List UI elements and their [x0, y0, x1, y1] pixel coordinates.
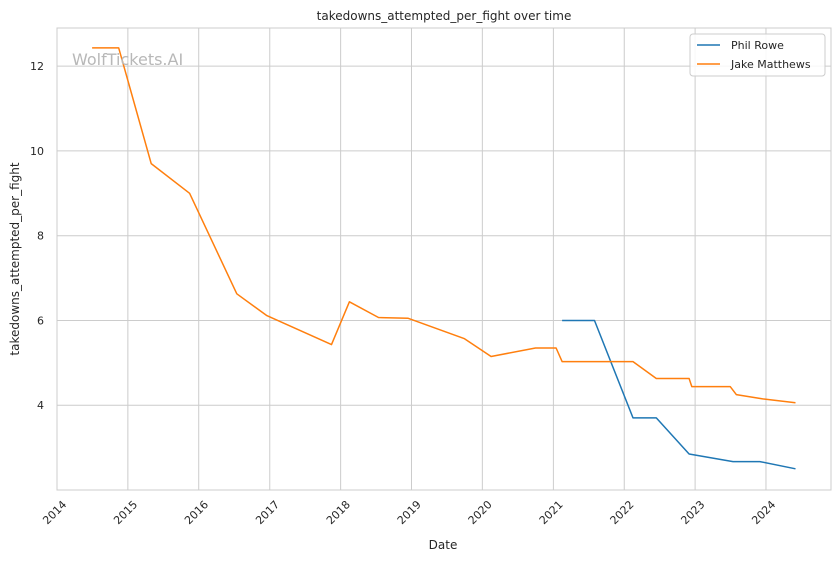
x-tick-label: 2020	[466, 498, 495, 527]
x-tick-label: 2016	[182, 498, 211, 527]
x-tick-label: 2021	[537, 498, 566, 527]
x-tick-label: 2023	[678, 498, 707, 527]
x-tick-label: 2018	[324, 498, 353, 527]
x-tick-label: 2015	[111, 498, 140, 527]
series-line-jake-matthews	[92, 47, 796, 404]
plot-background	[56, 27, 832, 491]
y-tick-label: 8	[37, 230, 44, 243]
y-axis-ticks: 4 6 8 10 12	[30, 60, 44, 412]
x-tick-label: 2022	[608, 498, 637, 527]
grid-lines	[56, 28, 831, 490]
x-tick-label: 2019	[395, 498, 424, 527]
x-tick-label: 2017	[253, 498, 282, 527]
x-tick-label: 2024	[749, 498, 778, 527]
y-tick-label: 4	[37, 399, 44, 412]
legend-label: Jake Matthews	[730, 58, 811, 71]
chart-title: takedowns_attempted_per_fight over time	[317, 9, 572, 23]
series-line-phil-rowe	[562, 319, 796, 470]
legend-box	[689, 33, 826, 77]
watermark: WolfTickets.AI	[72, 50, 183, 69]
y-axis-label: takedowns_attempted_per_fight	[8, 162, 22, 355]
legend-label: Phil Rowe	[731, 39, 784, 52]
x-tick-label: 2014	[40, 498, 69, 527]
series-layer	[92, 47, 796, 470]
y-tick-label: 6	[37, 314, 44, 327]
x-axis-ticks: 2014 2015 2016 2017 2018 2019 2020 2021 2022 2023…	[40, 498, 778, 527]
x-axis-label: Date	[429, 538, 458, 552]
legend: Phil Rowe Jake Matthews	[689, 33, 826, 77]
y-tick-label: 12	[30, 60, 44, 73]
y-tick-label: 10	[30, 145, 44, 158]
